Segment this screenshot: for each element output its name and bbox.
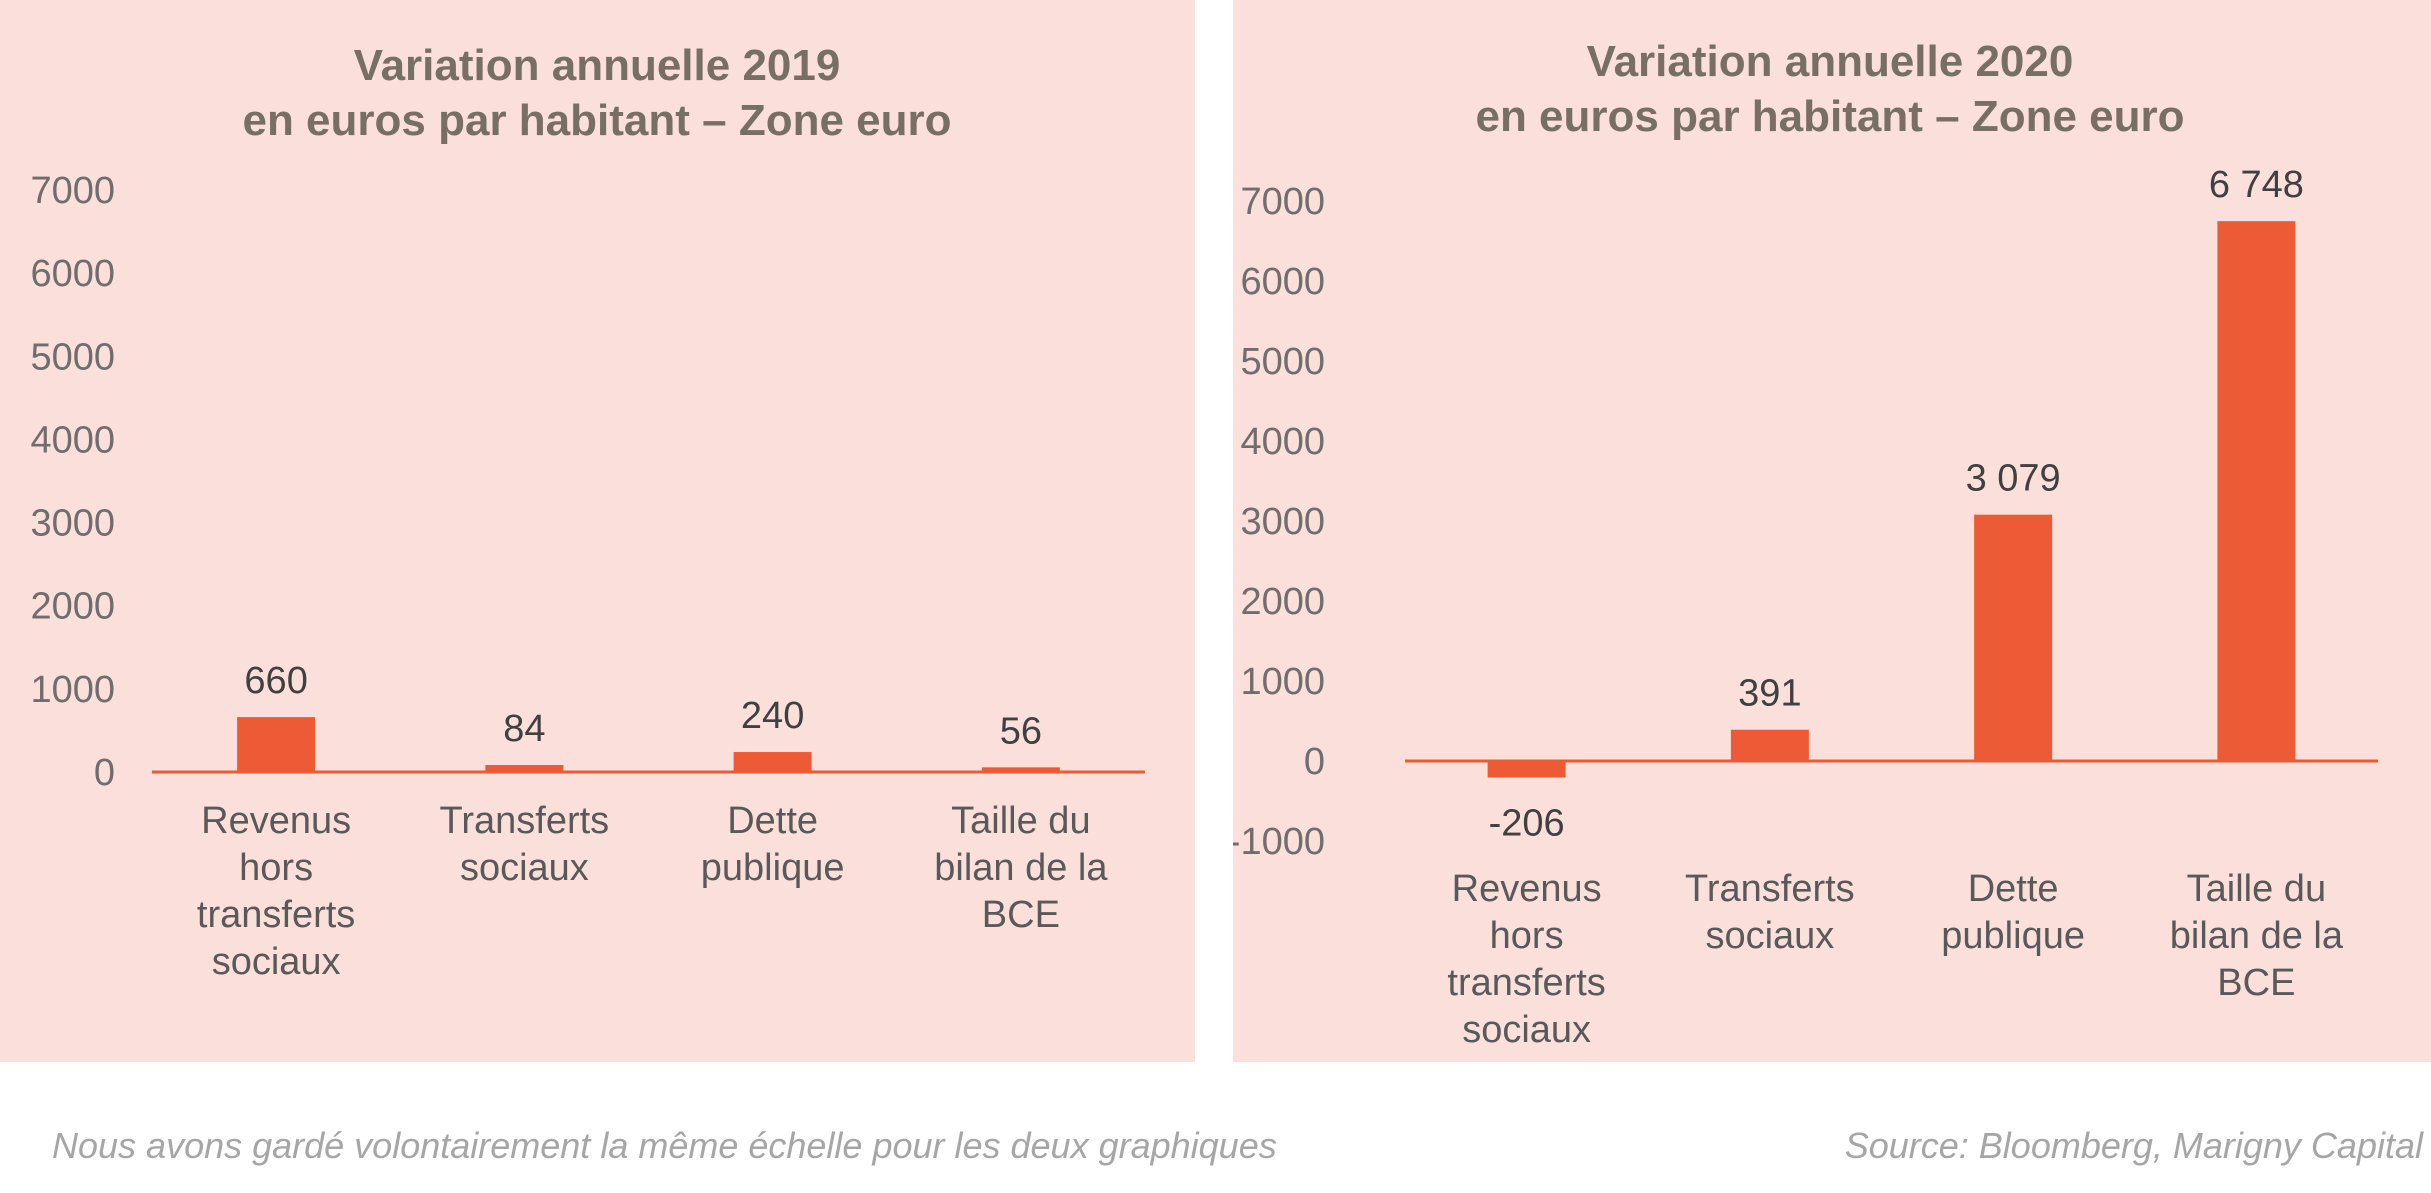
chart-2020-panel: Variation annuelle 2020 en euros par habi… xyxy=(1233,0,2431,1062)
chart-2020-ytick-label: 4000 xyxy=(1240,421,1325,463)
chart-2019-data-label: 56 xyxy=(1000,710,1042,752)
chart-2019-category-label: BCE xyxy=(982,894,1060,936)
chart-2020-ytick-label: 6000 xyxy=(1240,261,1325,303)
chart-2020-category-label: Dette xyxy=(1968,868,2059,910)
footer-note: Nous avons gardé volontairement la même … xyxy=(52,1125,1277,1166)
chart-2019-bar xyxy=(485,765,564,772)
chart-2019-category-label: Transferts xyxy=(440,800,610,842)
chart-2019-title-line-1: Variation annuelle 2019 xyxy=(354,41,841,90)
chart-2020-bar xyxy=(1487,761,1566,778)
chart-2020-data-label: 391 xyxy=(1738,673,1801,715)
chart-2019-bar xyxy=(981,767,1060,772)
chart-2019-category-label: sociaux xyxy=(460,847,589,889)
chart-2020-data-label: -206 xyxy=(1489,802,1565,844)
chart-2020-ytick-label: -1000 xyxy=(1233,821,1325,863)
chart-2019-ytick-label: 1000 xyxy=(30,669,115,711)
chart-2020-ytick-label: 7000 xyxy=(1240,181,1325,223)
chart-2019-data-label: 660 xyxy=(244,660,307,702)
chart-2020-title-line-1: Variation annuelle 2020 xyxy=(1587,37,2074,86)
chart-2019-category-label: transferts xyxy=(197,894,355,936)
chart-2019-title-line-2: en euros par habitant – Zone euro xyxy=(242,96,951,145)
chart-2020: Variation annuelle 2020 en euros par habi… xyxy=(1233,37,2378,1051)
chart-2019-category-label: hors xyxy=(239,847,313,889)
chart-2019-ytick-label: 2000 xyxy=(30,586,115,628)
chart-2019-panel: Variation annuelle 2019 en euros par habi… xyxy=(0,0,1195,1062)
chart-2020-data-label: 3 079 xyxy=(1966,458,2061,500)
footer-source: Source: Bloomberg, Marigny Capital xyxy=(1844,1125,2423,1166)
chart-2019-category-label: Revenus xyxy=(201,800,351,842)
chart-2020-category-label: sociaux xyxy=(1462,1009,1591,1051)
chart-2020-category-label: hors xyxy=(1490,915,1564,957)
chart-2019-category-label: bilan de la xyxy=(934,847,1108,889)
chart-2020-category-label: sociaux xyxy=(1705,915,1834,957)
chart-2020-bar xyxy=(1730,729,1809,761)
chart-2019-category-label: publique xyxy=(701,847,845,889)
chart-2019-category-label: Dette xyxy=(727,800,818,842)
chart-2020-category-label: publique xyxy=(1941,915,2085,957)
chart-2020-ytick-label: 3000 xyxy=(1240,501,1325,543)
chart-2019-ytick-label: 7000 xyxy=(30,170,115,212)
chart-2019-data-label: 240 xyxy=(741,695,804,737)
chart-2019-ytick-label: 5000 xyxy=(30,336,115,378)
chart-2019-bar xyxy=(237,717,316,772)
chart-2020-bar xyxy=(2217,221,2296,761)
chart-2020-category-label: transferts xyxy=(1447,962,1605,1004)
chart-2020-category-label: Revenus xyxy=(1452,868,1602,910)
chart-2019-ytick-label: 3000 xyxy=(30,503,115,545)
chart-2020-title-line-2: en euros par habitant – Zone euro xyxy=(1475,92,2184,141)
chart-2020-category-label: Taille du xyxy=(2187,868,2326,910)
chart-2020-ytick-label: 2000 xyxy=(1240,581,1325,623)
chart-2019-bar xyxy=(733,752,812,772)
chart-2019-category-label: Taille du xyxy=(951,800,1090,842)
chart-2019-category-label: sociaux xyxy=(212,941,341,983)
chart-2020-category-label: bilan de la xyxy=(2170,915,2344,957)
chart-2019-ytick-label: 4000 xyxy=(30,419,115,461)
chart-2020-category-label: BCE xyxy=(2217,962,2295,1004)
chart-2019-ytick-label: 0 xyxy=(94,752,115,794)
chart-2020-ytick-label: 1000 xyxy=(1240,661,1325,703)
chart-2020-bar xyxy=(1974,514,2053,761)
chart-2020-ytick-label: 0 xyxy=(1304,741,1325,783)
chart-2019-data-label: 84 xyxy=(503,708,545,750)
chart-2020-ytick-label: 5000 xyxy=(1240,341,1325,383)
chart-2020-data-label: 6 748 xyxy=(2209,164,2304,206)
chart-2019-ytick-label: 6000 xyxy=(30,253,115,295)
chart-2019: Variation annuelle 2019 en euros par habi… xyxy=(30,41,1145,983)
chart-2020-category-label: Transferts xyxy=(1685,868,1855,910)
